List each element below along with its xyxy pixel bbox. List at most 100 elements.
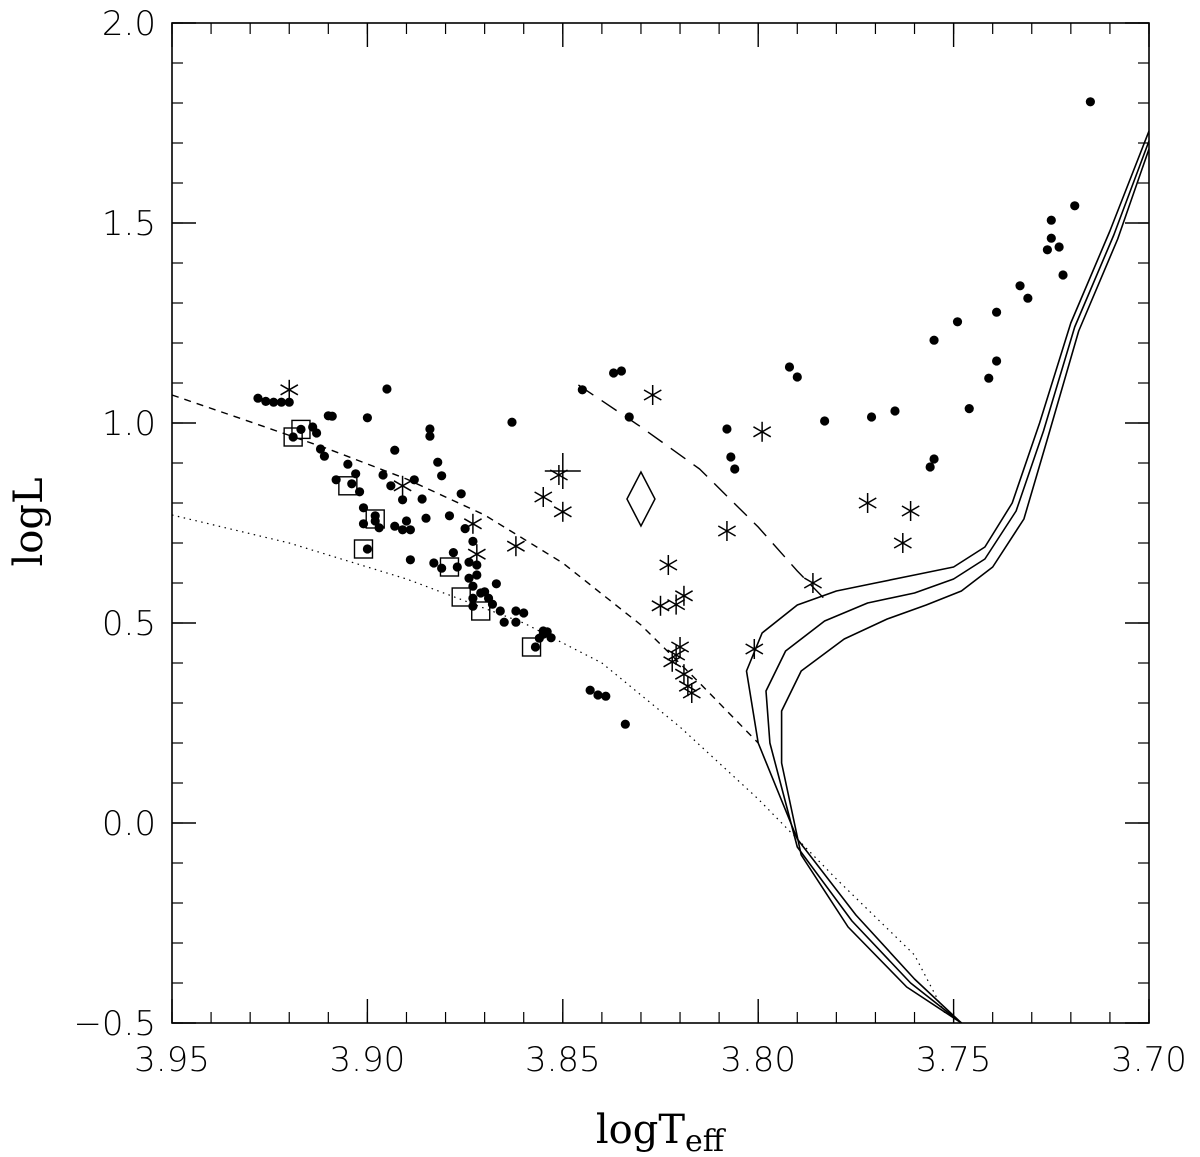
x-tick-label: 3.70	[1111, 1040, 1187, 1080]
star-point	[784, 362, 795, 372]
star-point	[417, 494, 427, 504]
star-point	[409, 475, 419, 485]
diamond-marker	[626, 470, 656, 528]
star-point	[499, 617, 509, 627]
x-axis-label-subscript: eff	[685, 1124, 727, 1157]
star-point	[1070, 201, 1080, 211]
asterisk-stroke	[671, 641, 690, 653]
square-marker	[291, 419, 311, 440]
asterisk-marker	[674, 664, 693, 685]
asterisk-stroke	[659, 559, 678, 571]
star-point	[546, 633, 556, 643]
star-point	[820, 416, 830, 426]
star-point	[964, 404, 974, 414]
star-point	[437, 471, 447, 481]
star-point	[952, 317, 963, 327]
star-point	[253, 393, 263, 403]
star-point	[1058, 270, 1068, 280]
asterisk-stroke	[506, 540, 525, 552]
asterisk-marker	[858, 493, 877, 513]
y-tick-label: 1.5	[102, 204, 156, 244]
y-tick-label: 1.0	[102, 404, 156, 444]
star-point	[448, 548, 458, 558]
square-marker	[365, 509, 385, 529]
square-marker	[451, 587, 471, 607]
asterisk-stroke	[463, 518, 482, 530]
x-tick-label: 3.80	[720, 1040, 796, 1080]
star-point	[444, 511, 455, 521]
star-point	[491, 579, 501, 589]
star-point	[1054, 242, 1064, 252]
asterisk-stroke	[901, 505, 920, 517]
x-tick-label: 3.85	[525, 1040, 601, 1080]
star-point	[472, 560, 482, 570]
y-tick-label: −0.5	[73, 1004, 156, 1044]
asterisk-marker	[467, 544, 486, 565]
asterisk-stroke	[667, 649, 686, 661]
star-point	[507, 417, 517, 427]
x-tick-label: 3.90	[330, 1040, 406, 1080]
y-tick-label: 2.0	[102, 4, 156, 44]
asterisk-stroke	[663, 656, 682, 668]
x-axis-label: logTeff	[596, 1107, 727, 1157]
plus-marker	[544, 453, 581, 489]
y-axis-label: logL	[6, 477, 52, 566]
asterisk-stroke	[674, 590, 693, 602]
star-point	[378, 470, 388, 480]
star-point	[315, 444, 326, 454]
star-point	[362, 544, 372, 554]
star-point	[991, 307, 1002, 317]
star-point	[866, 412, 877, 422]
asterisk-stroke	[553, 506, 572, 518]
square-marker	[471, 601, 491, 621]
star-point	[269, 397, 279, 407]
asterisk-stroke	[651, 600, 670, 612]
asterisk-marker	[901, 501, 920, 521]
star-point	[1042, 245, 1052, 255]
asterisk-stroke	[678, 680, 697, 692]
asterisk-stroke	[280, 384, 299, 396]
asterisk-marker	[667, 645, 686, 665]
star-point	[991, 356, 1002, 366]
star-point	[620, 719, 630, 729]
star-point	[519, 608, 529, 618]
star-point	[437, 563, 447, 573]
asterisk-stroke	[667, 598, 686, 611]
star-point	[609, 368, 619, 378]
y-tick-label: 0.0	[102, 804, 156, 844]
asterisk-marker	[643, 385, 662, 405]
star-point	[311, 428, 322, 438]
asterisk-stroke	[717, 525, 736, 537]
star-point	[472, 570, 482, 580]
star-point	[984, 373, 994, 383]
star-point	[925, 462, 935, 472]
asterisk-marker	[506, 536, 525, 557]
star-point	[261, 396, 271, 406]
asterisk-stroke	[674, 668, 693, 680]
markers-layer	[253, 97, 1095, 729]
star-point	[343, 459, 353, 469]
asterisk-stroke	[753, 426, 772, 438]
star-point	[726, 452, 736, 462]
square-marker	[283, 427, 303, 447]
star-point	[468, 536, 478, 547]
asterisk-stroke	[893, 537, 912, 549]
asterisk-marker	[893, 533, 912, 553]
asterisk-marker	[667, 594, 686, 615]
star-point	[405, 525, 415, 535]
star-point	[421, 513, 431, 523]
x-tick-label: 3.95	[134, 1040, 210, 1080]
star-point	[382, 384, 392, 394]
solid-curve	[745, 130, 1149, 1023]
x-axis-label-main: logT	[596, 1107, 685, 1153]
asterisk-stroke	[643, 389, 662, 401]
star-point	[452, 562, 462, 572]
star-point	[464, 557, 474, 567]
star-point	[577, 385, 587, 395]
star-point	[397, 495, 408, 505]
star-point	[327, 411, 337, 421]
star-point	[429, 558, 439, 568]
asterisk-stroke	[803, 577, 822, 589]
asterisk-marker	[463, 513, 482, 534]
